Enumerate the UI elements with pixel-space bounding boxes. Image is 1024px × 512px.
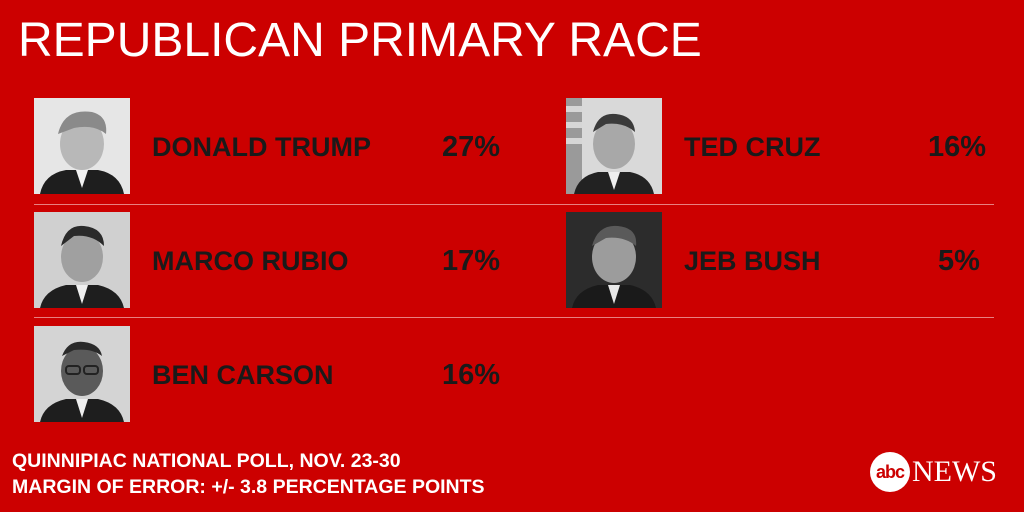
candidate-photo	[34, 326, 130, 422]
portrait-icon	[566, 98, 662, 194]
candidate-name: TED CRUZ	[684, 132, 821, 162]
candidate-name: BEN CARSON	[152, 360, 334, 390]
candidate-card-rubio: MARCO RUBIO 17%	[34, 212, 514, 308]
candidate-name: MARCO RUBIO	[152, 246, 349, 276]
news-wordmark: NEWS	[912, 455, 997, 488]
candidate-card-bush: JEB BUSH 5%	[566, 212, 1024, 308]
abc-news-logo: abc NEWS	[870, 452, 997, 492]
portrait-icon	[34, 326, 130, 422]
candidate-card-carson: BEN CARSON 16%	[34, 326, 514, 422]
candidate-name: DONALD TRUMP	[152, 132, 371, 162]
row-divider	[34, 317, 994, 318]
portrait-icon	[34, 98, 130, 194]
poll-source-footer: QUINNIPIAC NATIONAL POLL, NOV. 23-30 MAR…	[12, 448, 485, 500]
portrait-icon	[34, 212, 130, 308]
abc-logo-icon: abc	[870, 452, 910, 492]
row-divider	[34, 204, 994, 205]
margin-of-error-line: MARGIN OF ERROR: +/- 3.8 PERCENTAGE POIN…	[12, 476, 485, 498]
candidate-card-trump: DONALD TRUMP 27%	[34, 98, 514, 194]
candidate-photo	[34, 212, 130, 308]
candidate-photo	[566, 212, 662, 308]
candidate-percent: 16%	[928, 131, 987, 163]
candidate-photo	[34, 98, 130, 194]
page-title: REPUBLICAN PRIMARY RACE	[18, 14, 702, 67]
candidate-photo	[566, 98, 662, 194]
candidate-name: JEB BUSH	[684, 246, 821, 276]
candidate-percent: 17%	[442, 245, 501, 277]
candidate-card-cruz: TED CRUZ 16%	[566, 98, 1024, 194]
candidate-percent: 16%	[442, 359, 501, 391]
portrait-icon	[566, 212, 662, 308]
candidate-percent: 27%	[442, 131, 501, 163]
poll-source-line: QUINNIPIAC NATIONAL POLL, NOV. 23-30	[12, 450, 401, 472]
candidate-percent: 5%	[938, 245, 980, 277]
